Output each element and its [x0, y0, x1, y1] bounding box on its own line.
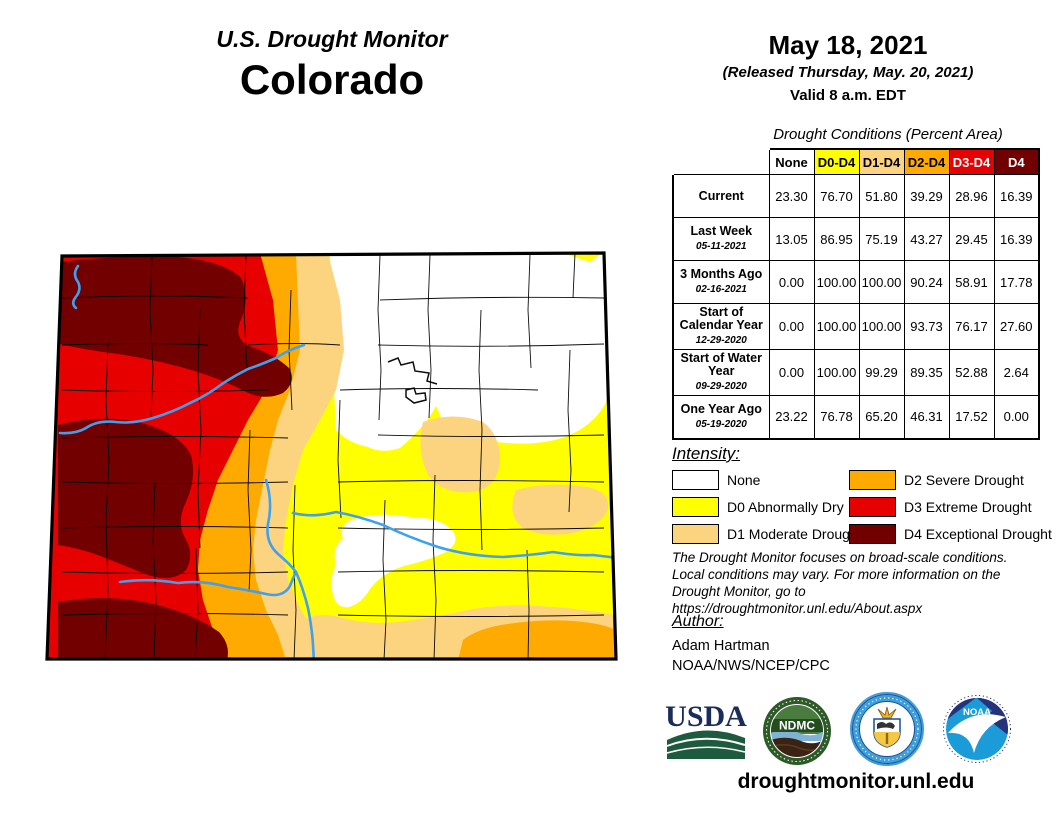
d4-region-southwest: [58, 598, 228, 659]
author-org: NOAA/NWS/NCEP/CPC: [672, 658, 830, 674]
usda-logo-text: USDA: [665, 700, 747, 733]
d2-region-southeast: [458, 620, 616, 659]
colorado-drought-map: [45, 251, 618, 661]
legend-label: D2 Severe Drought: [904, 472, 1024, 488]
legend-label: D0 Abnormally Dry: [727, 499, 844, 515]
rivers: [58, 264, 616, 659]
row-label: Start of Water Year: [680, 351, 763, 378]
row-label: One Year Ago: [680, 401, 762, 416]
col-d1-d4: D1-D4: [858, 148, 905, 175]
drought-conditions-table: None D0-D4 D1-D4 D2-D4 D3-D4 D4 Current …: [672, 148, 1040, 440]
county-boundaries: [61, 253, 605, 659]
col-d3-d4: D3-D4: [948, 148, 995, 175]
noaa-logo-text: NOAA: [963, 707, 991, 718]
table-header-row: None D0-D4 D1-D4 D2-D4 D3-D4 D4: [672, 148, 1040, 175]
map-date: May 18, 2021: [768, 30, 928, 60]
ndmc-logo-text: NDMC: [779, 719, 815, 733]
legend-swatch-d4: [849, 524, 896, 544]
disclaimer-line: Local conditions may vary. For more info…: [672, 567, 1001, 582]
legend-heading: Intensity:: [672, 444, 741, 463]
row-date: 09-29-2020: [695, 381, 747, 392]
disclaimer-line: Drought Monitor, go to https://droughtmo…: [672, 584, 923, 616]
legend-swatch-d2: [849, 470, 896, 490]
legend-swatch-d1: [672, 524, 719, 544]
release-date: (Released Thursday, May. 20, 2021): [722, 64, 974, 81]
author-heading: Author:: [672, 613, 724, 630]
commerce-seal: [850, 692, 924, 766]
col-d4: D4: [993, 148, 1040, 175]
row-date: 05-11-2021: [696, 241, 747, 252]
river-northwest: [71, 264, 81, 310]
row-date: 12-29-2020: [695, 335, 747, 346]
d4-region-northwest: [60, 256, 292, 397]
legend-label: None: [727, 472, 761, 488]
usda-logo: USDA: [665, 700, 747, 759]
none-region-northeast: [330, 253, 608, 451]
noaa-logo: NOAA: [943, 695, 1011, 763]
row-label: Start of Calendar Year: [679, 305, 763, 332]
table-row: 3 Months Ago 02-16-2021 0.00 100.00 100.…: [672, 260, 1040, 304]
col-none: None: [768, 148, 815, 175]
table-caption: Drought Conditions (Percent Area): [773, 126, 1003, 143]
footer-url: droughtmonitor.unl.edu: [737, 770, 975, 793]
author-name: Adam Hartman: [672, 638, 770, 654]
row-label: Current: [698, 188, 744, 203]
legend-swatch-d0: [672, 497, 719, 517]
table-row: Last Week 05-11-2021 13.05 86.95 75.19 4…: [672, 217, 1040, 261]
table-row: Start of Water Year 09-29-2020 0.00 100.…: [672, 349, 1040, 396]
legend-label: D3 Extreme Drought: [904, 499, 1032, 515]
row-label: Last Week: [690, 224, 753, 238]
d1-patch-east2: [512, 484, 609, 535]
legend-swatch-none: [672, 470, 719, 490]
river-arkansas: [291, 510, 616, 560]
river-riogrande: [118, 570, 298, 597]
table-row: One Year Ago 05-19-2020 23.22 76.78 65.2…: [672, 395, 1040, 439]
d1-region-band: [253, 253, 344, 659]
legend-swatch-d3: [849, 497, 896, 517]
table-row: Start of Calendar Year 12-29-2020 0.00 1…: [672, 303, 1040, 350]
state-border: [45, 251, 618, 661]
row-date: 05-19-2020: [695, 418, 747, 430]
legend-label: D1 Moderate Drought: [727, 526, 862, 542]
col-d2-d4: D2-D4: [903, 148, 950, 175]
row-label: 3 Months Ago: [680, 267, 763, 281]
none-region-south-central: [331, 514, 456, 608]
disclaimer-line: The Drought Monitor focuses on broad-sca…: [672, 550, 1008, 565]
d4-region-westcentral: [58, 418, 194, 579]
row-date: 02-16-2021: [695, 284, 747, 295]
legend-label: D4 Exceptional Drought: [904, 526, 1052, 542]
table-row: Current 23.30 76.70 51.80 39.29 28.96 16…: [672, 174, 1040, 218]
state-title: Colorado: [239, 56, 425, 103]
ndmc-logo: NDMC: [763, 697, 831, 765]
report-title: U.S. Drought Monitor: [216, 26, 448, 52]
col-d0-d4: D0-D4: [813, 148, 860, 175]
valid-time: Valid 8 a.m. EDT: [790, 87, 906, 104]
river-gunnison: [264, 478, 316, 659]
river-colorado: [58, 343, 306, 435]
